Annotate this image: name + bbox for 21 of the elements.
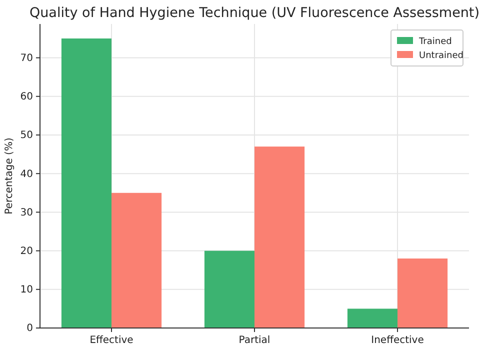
y-tick-label: 40 [20,168,33,180]
y-tick-label: 60 [20,92,33,103]
x-tick-label: Partial [238,335,270,346]
y-axis-title: Percentage (%) [4,138,15,214]
y-tick-label: 70 [20,52,33,64]
bar [347,308,398,328]
bar [61,38,112,328]
y-tick-label: 0 [26,323,33,334]
y-tick-label: 50 [20,130,33,142]
y-tick-label: 20 [20,246,33,257]
chart-title: Quality of Hand Hygiene Technique (UV Fluorescence Assessment) [29,5,479,21]
bar [254,146,305,328]
legend-label: Untrained [419,51,464,61]
y-tick-label: 30 [20,207,33,218]
bar [112,192,162,328]
x-tick-label: Effective [90,335,134,346]
bar [398,258,448,328]
bar [204,250,254,328]
legend-label: Trained [418,37,452,47]
y-tick-label: 10 [20,284,33,296]
x-tick-label: Ineffective [371,335,424,346]
